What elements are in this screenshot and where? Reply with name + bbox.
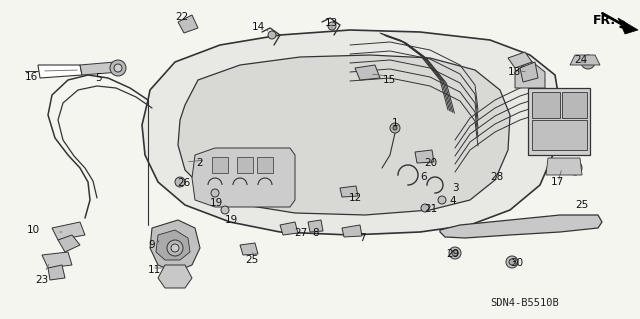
- Text: 29: 29: [446, 249, 460, 259]
- Polygon shape: [440, 215, 602, 238]
- Polygon shape: [178, 55, 510, 215]
- Text: 30: 30: [510, 258, 523, 268]
- Polygon shape: [48, 265, 65, 280]
- Text: 2: 2: [196, 158, 203, 168]
- Polygon shape: [562, 92, 587, 118]
- Polygon shape: [308, 220, 323, 232]
- Text: 23: 23: [35, 275, 48, 285]
- Polygon shape: [52, 222, 85, 240]
- Polygon shape: [237, 157, 253, 173]
- Polygon shape: [240, 243, 258, 255]
- Circle shape: [221, 206, 229, 214]
- Polygon shape: [532, 92, 560, 118]
- Circle shape: [268, 31, 276, 39]
- Text: 7: 7: [359, 233, 365, 243]
- Text: 1: 1: [392, 118, 399, 128]
- Polygon shape: [156, 230, 190, 260]
- Polygon shape: [42, 252, 72, 268]
- Text: 19: 19: [210, 198, 223, 208]
- Text: 25: 25: [245, 255, 259, 265]
- Polygon shape: [142, 30, 560, 235]
- Text: 5: 5: [95, 73, 102, 83]
- Polygon shape: [415, 150, 434, 163]
- Polygon shape: [618, 18, 638, 34]
- Polygon shape: [38, 65, 82, 78]
- Polygon shape: [80, 62, 120, 75]
- Circle shape: [167, 240, 183, 256]
- Polygon shape: [570, 55, 600, 65]
- Polygon shape: [355, 65, 380, 80]
- Polygon shape: [58, 235, 80, 252]
- Text: 8: 8: [312, 228, 319, 238]
- Polygon shape: [532, 120, 587, 150]
- Polygon shape: [342, 225, 362, 237]
- Polygon shape: [192, 148, 295, 207]
- Text: 15: 15: [383, 75, 396, 85]
- Text: 25: 25: [575, 200, 588, 210]
- Polygon shape: [508, 52, 532, 68]
- Circle shape: [328, 22, 336, 30]
- Circle shape: [171, 244, 179, 252]
- Polygon shape: [515, 60, 545, 88]
- Polygon shape: [520, 62, 538, 82]
- Text: 17: 17: [551, 177, 564, 187]
- Text: 28: 28: [490, 172, 503, 182]
- Text: 21: 21: [424, 204, 437, 214]
- Circle shape: [110, 60, 126, 76]
- Text: 9: 9: [148, 240, 155, 250]
- Text: 6: 6: [420, 172, 427, 182]
- Circle shape: [114, 64, 122, 72]
- Circle shape: [390, 123, 400, 133]
- Circle shape: [438, 196, 446, 204]
- Polygon shape: [280, 222, 298, 235]
- Text: 18: 18: [508, 67, 521, 77]
- Text: 26: 26: [177, 178, 190, 188]
- Circle shape: [421, 204, 429, 212]
- Circle shape: [393, 126, 397, 130]
- Polygon shape: [212, 157, 228, 173]
- Text: 10: 10: [27, 225, 40, 235]
- Text: 27: 27: [294, 228, 307, 238]
- Text: 20: 20: [424, 158, 437, 168]
- Text: 13: 13: [325, 18, 339, 28]
- Text: SDN4-B5510B: SDN4-B5510B: [490, 298, 559, 308]
- Text: 22: 22: [175, 12, 188, 22]
- Text: 14: 14: [252, 22, 265, 32]
- Circle shape: [452, 250, 458, 256]
- Text: 11: 11: [148, 265, 161, 275]
- Circle shape: [568, 161, 582, 175]
- Text: 3: 3: [452, 183, 459, 193]
- Polygon shape: [340, 186, 358, 197]
- Polygon shape: [546, 158, 582, 175]
- Polygon shape: [158, 265, 192, 288]
- Text: 19: 19: [225, 215, 238, 225]
- Text: 16: 16: [25, 72, 38, 82]
- Text: 24: 24: [574, 55, 588, 65]
- Polygon shape: [257, 157, 273, 173]
- Polygon shape: [528, 88, 590, 155]
- Circle shape: [506, 256, 518, 268]
- Polygon shape: [178, 15, 198, 33]
- Circle shape: [581, 55, 595, 69]
- Circle shape: [175, 177, 185, 187]
- Text: 4: 4: [449, 196, 456, 206]
- Text: FR.: FR.: [593, 13, 616, 26]
- Circle shape: [211, 189, 219, 197]
- Text: 12: 12: [349, 193, 362, 203]
- Circle shape: [449, 247, 461, 259]
- Polygon shape: [150, 220, 200, 272]
- Circle shape: [509, 259, 515, 265]
